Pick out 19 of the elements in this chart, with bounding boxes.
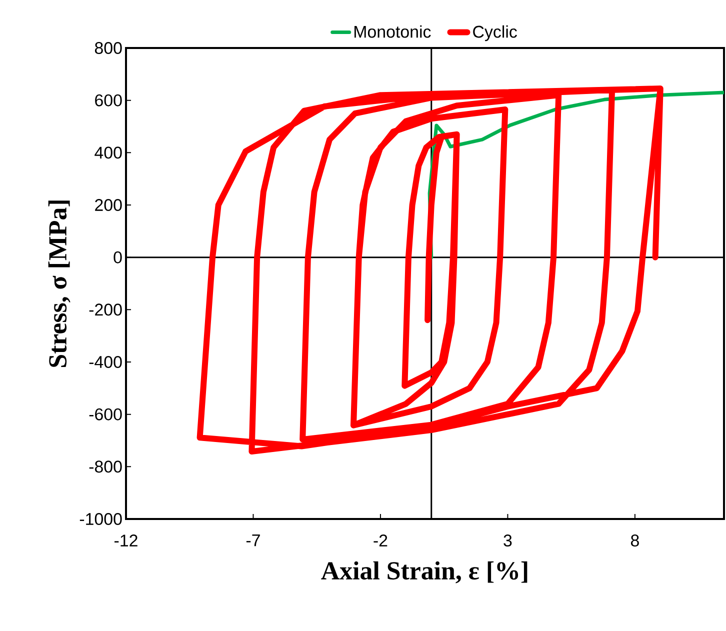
y-tick-label: 200 <box>95 199 122 211</box>
y-tick-label: -200 <box>89 304 122 316</box>
y-tick-label: -800 <box>89 460 122 473</box>
y-tick-label: 400 <box>94 146 122 159</box>
x-axis-title: Axial Strain, ε [%] <box>321 561 528 584</box>
y-tick-label: -600 <box>89 408 122 420</box>
x-tick-label: -7 <box>246 534 260 546</box>
y-tick-label: 600 <box>95 94 122 106</box>
y-tick-label: 0 <box>114 251 122 264</box>
legend-label: Monotonic <box>354 25 431 38</box>
x-tick-label: 8 <box>630 534 639 547</box>
legend-label: Cyclic <box>473 25 517 42</box>
y-tick-label: -1000 <box>80 513 122 525</box>
y-tick-label: 800 <box>94 42 122 54</box>
x-tick-label: -12 <box>114 534 138 546</box>
y-tick-label: -400 <box>89 356 122 368</box>
x-tick-label: -2 <box>374 534 388 546</box>
y-axis-title: Stress, σ [MPa] <box>48 200 70 367</box>
x-tick-label: 3 <box>504 534 512 547</box>
